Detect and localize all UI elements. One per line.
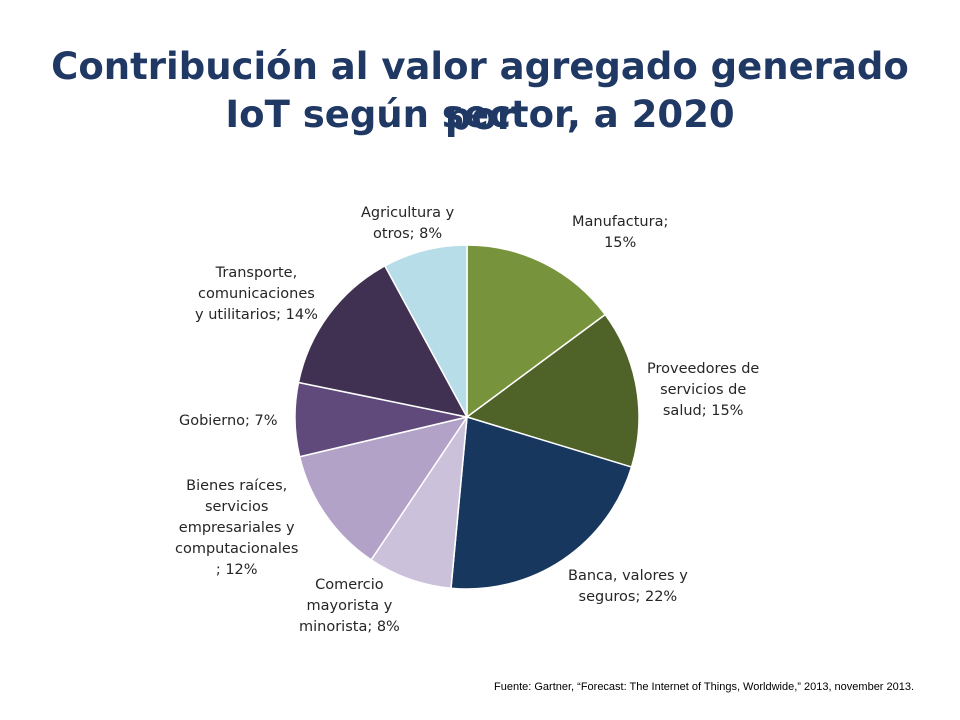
- slice-label-line: mayorista y: [306, 598, 393, 614]
- pie-slice-2: [465, 313, 640, 469]
- slice-label-5: Bienes raíces, servicios empresariales y co…: [175, 476, 298, 581]
- pie-slice-1: [466, 244, 607, 419]
- slice-label-line: 15%: [604, 235, 637, 251]
- slice-label-line: y utilitarios; 14%: [195, 307, 318, 323]
- slice-label-line: otros; 8%: [373, 226, 443, 242]
- slice-label-line: ; 12%: [215, 562, 258, 578]
- slice-label-line: computacionales: [175, 541, 299, 557]
- slice-label-line: Banca, valores y: [568, 568, 688, 584]
- slice-label-4: Comercio mayorista y minorista; 8%: [299, 575, 400, 638]
- slice-label-1: Manufactura; 15%: [572, 212, 668, 254]
- slice-label-line: servicios de: [660, 382, 747, 398]
- slice-label-line: salud; 15%: [662, 403, 744, 419]
- slice-label-line: minorista; 8%: [299, 619, 400, 635]
- slice-label-line: seguros; 22%: [578, 589, 678, 605]
- slice-label-line: servicios: [204, 499, 269, 515]
- pie-slice-8: [383, 244, 468, 418]
- slice-label-line: Manufactura;: [572, 214, 669, 230]
- chart-title-line-1: Contribución al valor agregado generado …: [51, 45, 909, 138]
- slice-label-8: Agricultura y otros; 8%: [361, 203, 454, 245]
- slice-label-line: Comercio: [315, 577, 384, 593]
- slice-label-line: Proveedores de: [647, 361, 760, 377]
- slice-label-line: empresariales y: [178, 520, 295, 536]
- pie-slice-3: [450, 416, 633, 590]
- source-note: Fuente: Gartner, “Forecast: The Internet…: [494, 681, 915, 693]
- slice-label-line: Gobierno; 7%: [179, 413, 278, 429]
- slice-label-line: Transporte,: [215, 265, 298, 281]
- slice-label-2: Proveedores de servicios de salud; 15%: [647, 359, 759, 422]
- slice-label-3: Banca, valores y seguros; 22%: [568, 566, 688, 608]
- chart-title-line-2: IoT según sector, a 2020: [225, 93, 735, 136]
- slice-label-7: Transporte, comunicaciones y utilitarios; …: [195, 263, 318, 326]
- slice-label-line: Agricultura y: [361, 205, 455, 221]
- pie-slice-7: [297, 264, 469, 419]
- slice-label-6: Gobierno; 7%: [179, 411, 278, 432]
- slice-label-line: Bienes raíces,: [186, 478, 288, 494]
- pie-slice-5: [298, 415, 469, 561]
- slice-label-line: comunicaciones: [198, 286, 315, 302]
